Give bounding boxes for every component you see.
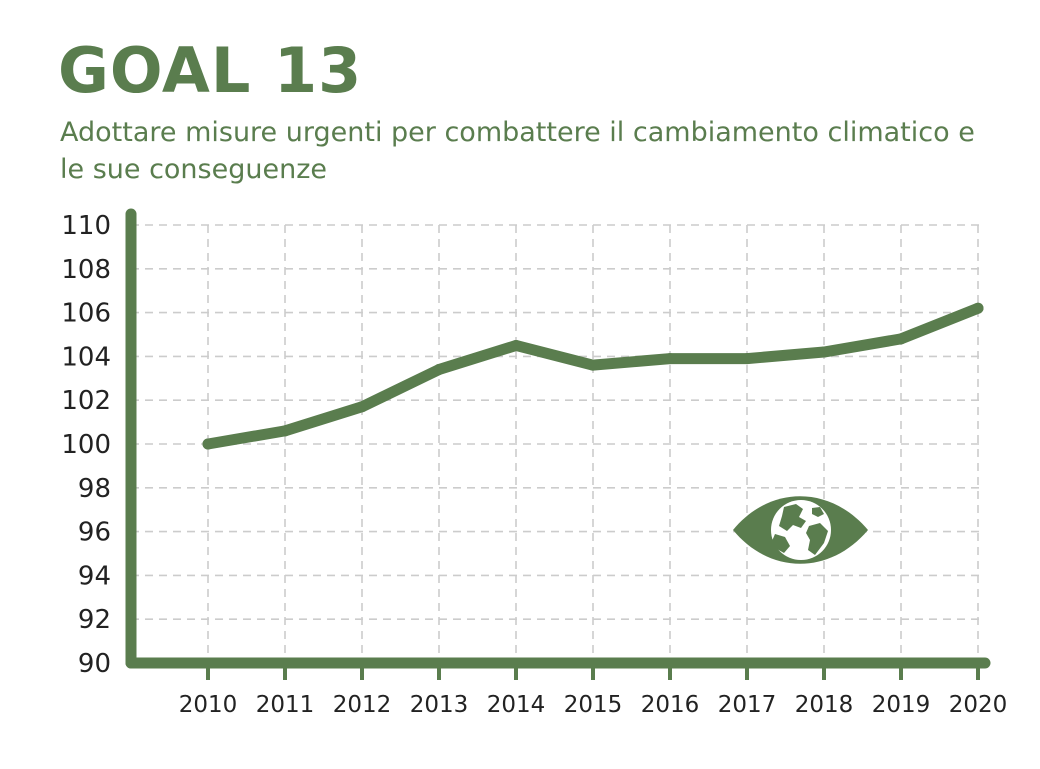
globe-continent-south [806, 523, 828, 555]
data-point [587, 359, 599, 371]
globe-continent-west [772, 534, 790, 553]
y-tick-label: 98 [78, 474, 111, 504]
y-tick-label: 106 [61, 299, 111, 329]
vertical-gridlines [207, 225, 979, 663]
data-point [510, 339, 522, 351]
x-tick-label: 2017 [718, 692, 777, 718]
y-tick-label: 104 [61, 342, 111, 372]
series-lines [202, 302, 984, 450]
data-point [664, 353, 676, 365]
data-point [356, 401, 368, 413]
data-point [895, 333, 907, 345]
data-point [279, 425, 291, 437]
x-tick-label: 2016 [641, 692, 700, 718]
globe-eye-icon [733, 496, 868, 564]
x-tick-label: 2013 [410, 692, 469, 718]
data-point [202, 438, 214, 450]
horizontal-gridlines [131, 224, 985, 621]
y-tick-label: 92 [78, 605, 111, 635]
x-tick-label: 2020 [949, 692, 1008, 718]
y-tick-label: 90 [78, 649, 111, 679]
data-point [741, 353, 753, 365]
x-tick-labels: 2010 2011 2012 2013 2014 2015 2016 2017 2018 2019… [179, 692, 1008, 718]
data-point [433, 364, 445, 376]
x-tick-label: 2012 [333, 692, 392, 718]
x-tick-label: 2018 [795, 692, 854, 718]
y-tick-label: 110 [61, 211, 111, 241]
globe-continent-north [779, 504, 806, 531]
x-tick-label: 2010 [179, 692, 238, 718]
chart-subtitle: Adottare misure urgenti per combattere i… [60, 117, 975, 185]
data-point [818, 346, 830, 358]
y-tick-label: 108 [61, 255, 111, 285]
x-tick-label: 2019 [872, 692, 931, 718]
y-tick-label: 94 [78, 561, 111, 591]
y-tick-label: 100 [61, 430, 111, 460]
x-tick-label: 2014 [487, 692, 546, 718]
chart-title: GOAL 13 [58, 34, 363, 107]
y-tick-labels: 110 108 106 104 102 100 98 96 94 92 90 [61, 211, 111, 679]
data-point [972, 302, 984, 314]
y-tick-label: 96 [78, 518, 111, 548]
y-tick-label: 102 [61, 386, 111, 416]
x-tick-label: 2011 [256, 692, 315, 718]
x-tick-label: 2015 [564, 692, 623, 718]
globe-island [812, 507, 824, 517]
